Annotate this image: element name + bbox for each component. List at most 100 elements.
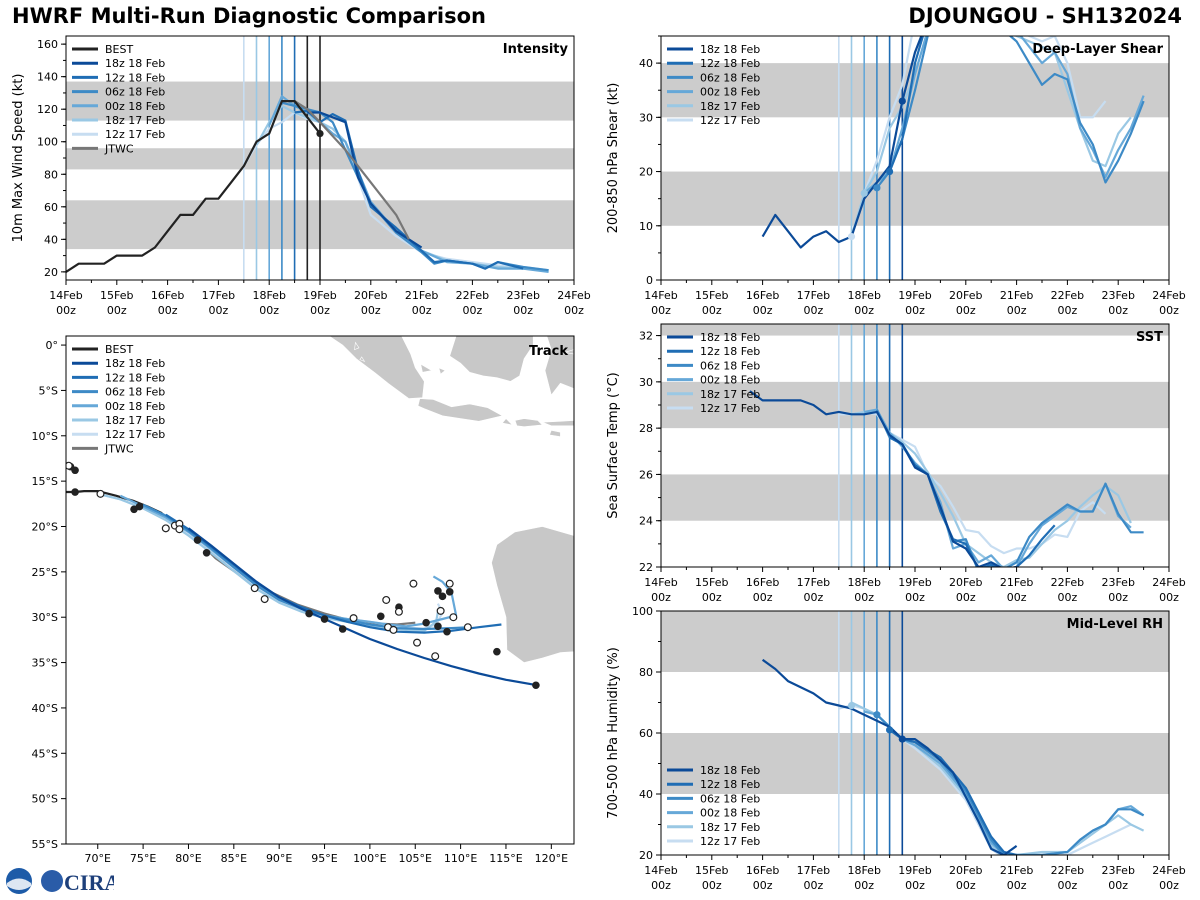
shear-legend-entry: 12z 17 Feb [700, 114, 760, 127]
track-position-filled [434, 622, 442, 631]
intensity-xtick-label-hour: 00z [463, 304, 483, 317]
shear-xtick-label-hour: 00z [905, 304, 925, 317]
track-position-open [445, 579, 454, 588]
shear-legend-entry: 06z 18 Feb [700, 71, 760, 84]
rh-legend-entry: 18z 18 Feb [700, 764, 760, 777]
intensity-xtick-label-hour: 00z [209, 304, 229, 317]
track-legend-entry: 12z 17 Feb [105, 428, 165, 441]
rh-xtick-label-date: 17Feb [797, 864, 830, 877]
rh-legend-entry: 06z 18 Feb [700, 792, 760, 805]
track-position-open [394, 607, 403, 616]
shear-xtick-label-date: 15Feb [695, 289, 728, 302]
landmass-5 [549, 429, 561, 438]
shear-xtick-label-hour: 00z [651, 304, 671, 317]
intensity-legend-entry: BEST [105, 43, 133, 56]
track-position-filled [338, 625, 347, 633]
sst-xtick-label-date: 20Feb [949, 576, 982, 589]
landmass-7 [420, 363, 433, 373]
track-position-filled [193, 536, 202, 544]
shear-xtick-label-hour: 00z [956, 304, 976, 317]
shear-xtick-label-hour: 00z [753, 304, 773, 317]
rh-xtick-label-date: 18Feb [847, 864, 880, 877]
shear-run-marker-4 [898, 97, 906, 105]
rh-run-marker-3 [898, 735, 906, 743]
track-lat-label: 55°S [32, 838, 58, 851]
track-position-filled [532, 681, 540, 690]
rh-xtick-label-hour: 00z [854, 879, 874, 892]
track-lat-label: 25°S [32, 566, 58, 579]
sst-xtick-label-hour: 00z [854, 591, 874, 604]
intensity-series-18z-18-feb [307, 111, 423, 249]
track-position-open [260, 595, 269, 604]
sst-ytick-label: 32 [639, 330, 653, 343]
sst-xtick-label-hour: 00z [1007, 591, 1027, 604]
shear-band-0 [661, 171, 1169, 226]
track-position-open [250, 584, 259, 593]
rh-run-marker-0 [847, 701, 856, 710]
track-series-18z-18-feb [187, 527, 538, 687]
intensity-xtick-label-date: 19Feb [303, 289, 336, 302]
shear-xtick-label-date: 16Feb [746, 289, 779, 302]
sst-xtick-label-date: 16Feb [746, 576, 779, 589]
rh-xtick-label-hour: 00z [1159, 879, 1179, 892]
intensity-xtick-label-date: 20Feb [354, 289, 387, 302]
intensity-xtick-label-date: 21Feb [405, 289, 438, 302]
shear-ytick-label: 0 [646, 274, 653, 287]
sst-ytick-label: 22 [639, 561, 653, 574]
intensity-xtick-label-hour: 00z [107, 304, 127, 317]
shear-run-marker-3 [886, 167, 894, 176]
rh-xtick-label-hour: 00z [804, 879, 824, 892]
track-frame [65, 335, 575, 845]
intensity-ytick-label: 140 [37, 71, 58, 84]
intensity-xtick-label-hour: 00z [513, 304, 533, 317]
cira-globe-icon [41, 870, 63, 892]
sst-legend-entry: 18z 17 Feb [700, 388, 760, 401]
sst-xtick-label-date: 19Feb [898, 576, 931, 589]
track-legend-entry: 06z 18 Feb [105, 386, 165, 399]
rh-xtick-label-hour: 00z [1058, 879, 1078, 892]
rh-xtick-label-date: 20Feb [949, 864, 982, 877]
sst-legend-entry: 06z 18 Feb [700, 359, 760, 372]
shear-ytick-label: 10 [639, 220, 653, 233]
track-legend-entry: 18z 18 Feb [105, 357, 165, 370]
rh-ylabel: 700-500 hPa Humidity (%) [606, 647, 621, 819]
shear-series-12z-17-feb [838, 36, 1107, 244]
shear-xtick-label-hour: 00z [1159, 304, 1179, 317]
intensity-series-best [66, 99, 321, 273]
track-series-18z-17-feb [97, 492, 439, 632]
intensity-marker-best [316, 130, 324, 138]
track-position-open [349, 614, 358, 623]
track-position-open [175, 525, 184, 534]
rh-band-1 [661, 611, 1169, 672]
track-lon-label: 95°E [311, 852, 337, 865]
sst-band-1 [661, 381, 1169, 429]
rh-xtick-label-date: 16Feb [746, 864, 779, 877]
sst-ylabel: Sea Surface Temp (°C) [606, 372, 621, 519]
intensity-xtick-label-date: 23Feb [506, 289, 539, 302]
track-position-open [409, 579, 418, 588]
shear-xtick-label-date: 18Feb [847, 289, 880, 302]
intensity-ytick-label: 20 [44, 266, 58, 279]
shear-xtick-label-hour: 00z [804, 304, 824, 317]
landmass-12 [354, 341, 360, 351]
intensity-xtick-label-date: 24Feb [557, 289, 590, 302]
rh-plot-area [661, 611, 1169, 855]
shear-xtick-label-date: 23Feb [1101, 289, 1134, 302]
rh-legend-entry: 12z 18 Feb [700, 778, 760, 791]
shear-run-marker-1 [860, 189, 868, 197]
rh-xtick-label-date: 19Feb [898, 864, 931, 877]
track-position-filled [434, 587, 442, 595]
intensity-legend-entry: 18z 18 Feb [105, 57, 165, 70]
sst-ytick-label: 26 [639, 468, 653, 481]
track-position-open [436, 606, 445, 615]
sst-legend-entry: 12z 17 Feb [700, 402, 760, 415]
track-position-filled [438, 592, 447, 601]
track-lon-label: 70°E [85, 852, 111, 865]
track-lon-label: 110°E [444, 852, 477, 865]
intensity-plot-area [66, 36, 574, 280]
shear-xtick-label-hour: 00z [1108, 304, 1128, 317]
sst-xtick-label-date: 18Feb [847, 576, 880, 589]
sst-series-18z-18-feb [749, 390, 1017, 567]
